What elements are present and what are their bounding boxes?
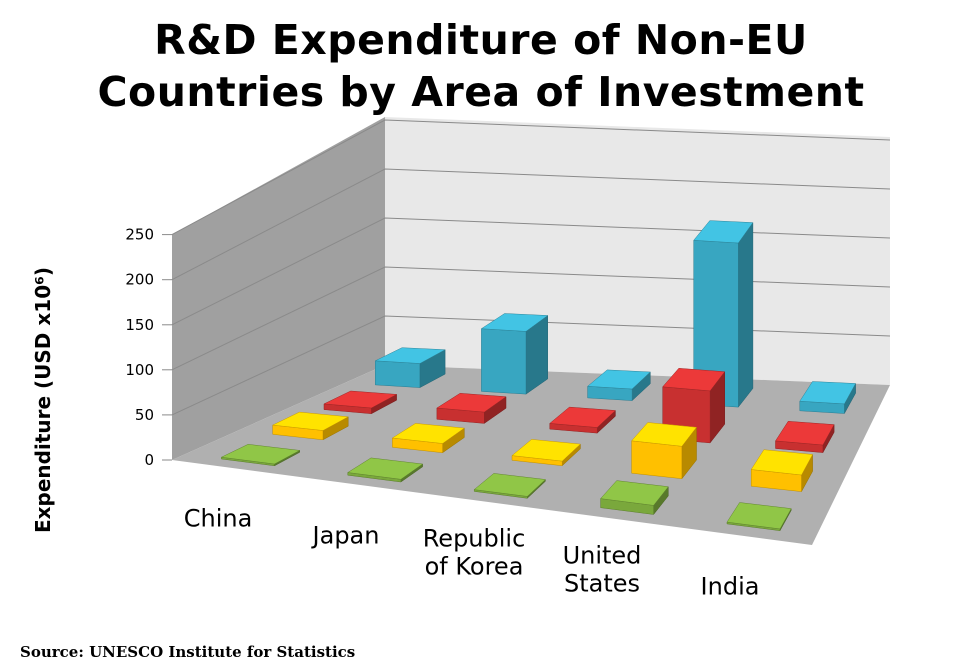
bar-s4-4 [600, 480, 669, 516]
gridline [171, 168, 891, 281]
bar-s1-3 [586, 369, 651, 402]
chart-title-line-2: Countries by Area of Investment [97, 68, 865, 116]
bar-s3-1 [271, 411, 350, 441]
bar-s4-1 [220, 444, 301, 467]
y-tick-label: 0 [144, 451, 154, 469]
y-axis-label: Expenditure (USD x10⁶) [31, 267, 55, 533]
bar-s1-1 [374, 347, 447, 389]
bar-s2-1 [323, 390, 398, 415]
bar-s3-5 [750, 449, 813, 492]
bar-s2-2 [436, 393, 507, 424]
bar-s4-3 [473, 473, 546, 499]
x-tick-label: Japan [311, 522, 380, 550]
x-tick-label: Republic of Korea [423, 525, 526, 581]
bar-s4-5 [726, 502, 792, 531]
bar-s1-4 [693, 220, 754, 408]
x-tick-label: India [701, 573, 760, 601]
bar-s3-2 [391, 423, 465, 454]
bar-s1-2 [480, 313, 549, 395]
y-tick-label: 100 [125, 361, 154, 379]
x-axis-ticks: China Japan Republic of Korea United States In… [184, 505, 760, 601]
side-wall [172, 117, 385, 460]
chart-title: R&D Expenditure of Non-EU Countries by A… [0, 14, 962, 118]
y-axis-ticks: 0 50 100 150 200 250 [125, 226, 172, 469]
source-note: Source: UNESCO Institute for Statistics [20, 643, 356, 661]
bar-s2-5 [775, 421, 835, 453]
bar-s2-3 [549, 406, 616, 434]
bar-s4-2 [347, 457, 424, 483]
x-tick-label: China [184, 505, 253, 533]
y-tick-label: 150 [125, 316, 154, 334]
bar-s3-3 [511, 439, 581, 467]
y-tick-label: 50 [135, 406, 154, 424]
bar-s3-4 [631, 422, 697, 480]
x-tick-label: United States [563, 542, 642, 598]
chart-title-line-1: R&D Expenditure of Non-EU [154, 16, 808, 64]
y-tick-label: 200 [125, 271, 154, 289]
gridline [171, 119, 891, 236]
y-tick-label: 250 [125, 226, 154, 244]
chart-bars [220, 220, 857, 531]
bar-s1-5 [799, 381, 857, 414]
back-wall [385, 117, 890, 385]
